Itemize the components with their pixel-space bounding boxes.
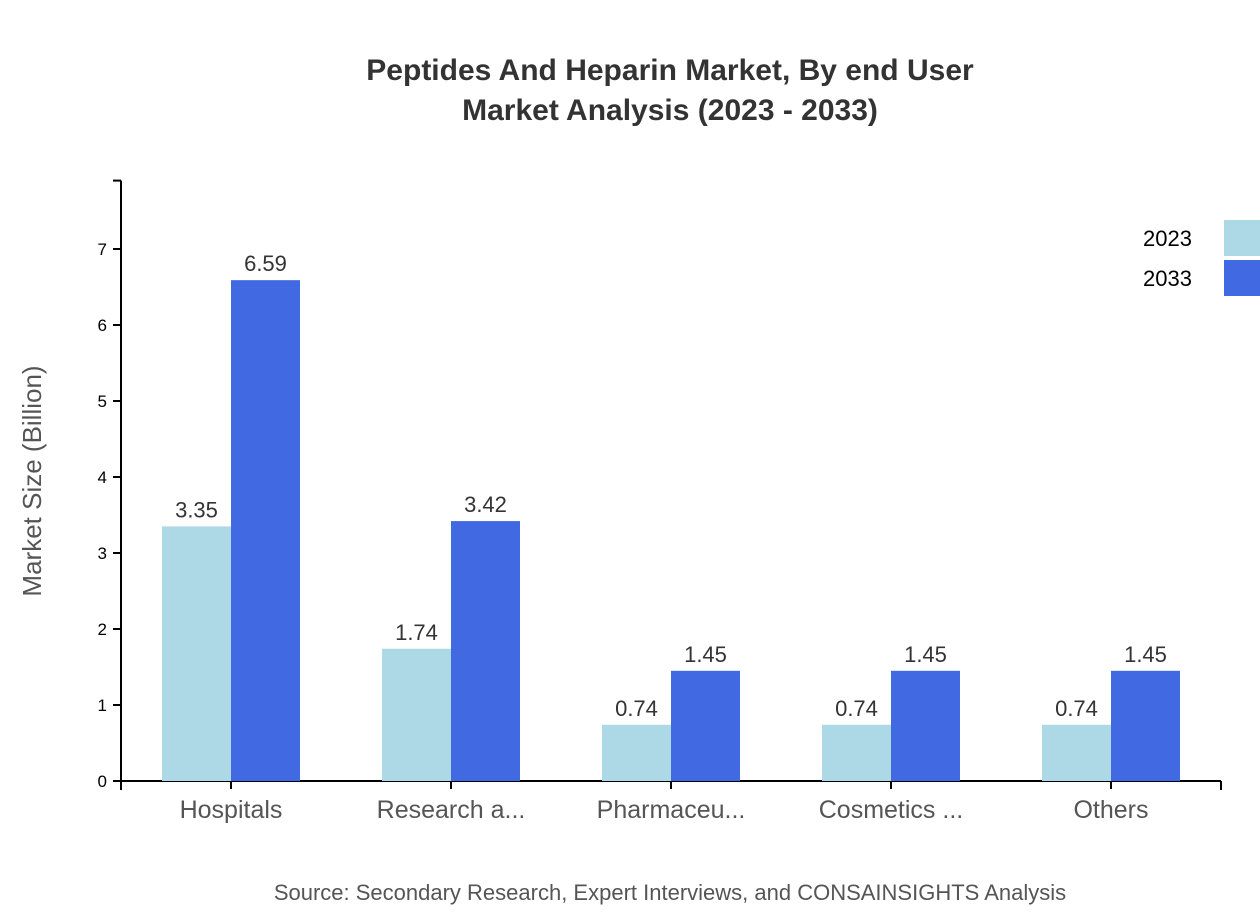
- bar-2023-1: [382, 648, 451, 781]
- y-axis-label: Market Size (Billion): [17, 365, 47, 596]
- y-tick-label: 0: [98, 772, 107, 791]
- data-label: 0.74: [1055, 696, 1098, 721]
- bars: 3.35 6.59 1.74 3.42 0.74 1.45 0.74 1.45 0.74 1.45: [162, 251, 1180, 781]
- data-label: 3.35: [175, 497, 218, 522]
- y-tick-label: 2: [98, 620, 107, 639]
- x-tick-label: Hospitals: [180, 796, 283, 824]
- bar-2033-0: [231, 280, 300, 781]
- y-tick-label: 7: [98, 240, 107, 259]
- y-tick-label: 4: [98, 468, 107, 487]
- data-label: 1.45: [904, 642, 947, 667]
- x-tick-label: Pharmaceu...: [597, 796, 746, 824]
- bar-2023-0: [162, 526, 231, 781]
- bar-2033-4: [1111, 670, 1180, 781]
- source-note: Source: Secondary Research, Expert Inter…: [274, 880, 1066, 905]
- bar-2023-3: [822, 724, 891, 781]
- bar-2033-1: [451, 521, 520, 781]
- bar-2033-2: [671, 670, 740, 781]
- x-tick-label: Research a...: [377, 796, 526, 824]
- data-label: 0.74: [615, 696, 658, 721]
- data-label: 1.45: [1124, 642, 1167, 667]
- legend-swatch-2023: [1224, 220, 1260, 256]
- y-tick-label: 3: [98, 544, 107, 563]
- x-axis: Hospitals Research a... Pharmaceu... Cosmet…: [120, 780, 1222, 824]
- data-label: 1.45: [684, 642, 727, 667]
- legend: 2023 2033: [1143, 220, 1260, 296]
- bar-2023-4: [1042, 724, 1111, 781]
- y-tick-label: 1: [98, 696, 107, 715]
- data-label: 0.74: [835, 696, 878, 721]
- y-tick-label: 5: [98, 392, 107, 411]
- legend-label: 2033: [1143, 266, 1192, 291]
- data-label: 1.74: [395, 620, 438, 645]
- x-tick-label: Cosmetics ...: [819, 796, 963, 824]
- chart-title: Peptides And Heparin Market, By end User: [366, 54, 974, 87]
- bar-2023-2: [602, 724, 671, 781]
- data-label: 6.59: [244, 251, 287, 276]
- legend-label: 2023: [1143, 226, 1192, 251]
- y-tick-label: 6: [98, 316, 107, 335]
- bar-2033-3: [891, 670, 960, 781]
- chart-subtitle: Market Analysis (2023 - 2033): [462, 94, 878, 127]
- y-axis: 0 1 2 3 4 5 6 7: [98, 179, 122, 791]
- legend-swatch-2033: [1224, 260, 1260, 296]
- data-label: 3.42: [464, 492, 507, 517]
- x-tick-label: Others: [1073, 796, 1148, 824]
